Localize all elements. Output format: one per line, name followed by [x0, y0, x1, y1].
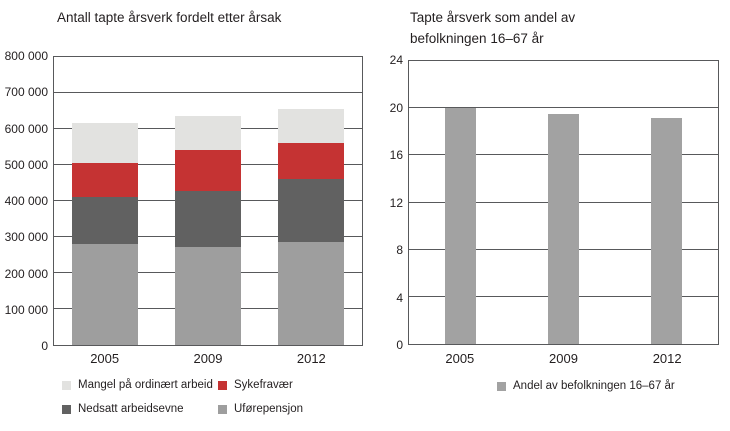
legend-item: Mangel på ordinært arbeid [62, 379, 218, 391]
x-tick-label: 2012 [652, 351, 682, 366]
x-tick-label: 2005 [445, 351, 475, 366]
y-tick-label: 500 000 [4, 157, 48, 172]
x-tick-label: 2009 [193, 351, 223, 366]
right-y-axis: 24 20 16 12 8 4 0 [365, 53, 403, 352]
left-plot-area [53, 56, 363, 346]
right-chart-title-line1: Tapte årsverk som andel av [410, 10, 576, 25]
bar-segment-mangel-på-ordinært-arbeid [72, 122, 139, 164]
y-tick-label: 16 [389, 148, 403, 162]
y-tick-label: 20 [389, 100, 403, 115]
legend-item: Uførepensjon [218, 403, 303, 415]
y-tick-label: 24 [389, 53, 403, 67]
bar-2005 [72, 122, 139, 345]
left-y-axis: 800 000 700 000 600 000 500 000 400 000 300 0… [2, 49, 48, 353]
y-tick-label: 300 000 [4, 230, 48, 245]
legend-item: Andel av befolkningen 16–67 år [497, 380, 675, 392]
bar-2012 [651, 117, 682, 344]
legend-label: Mangel på ordinært arbeid [78, 379, 213, 391]
right-x-axis: 2005 2009 2012 [408, 351, 719, 367]
legend-label: Nedsatt arbeidsevne [78, 403, 184, 415]
legend-label: Sykefravær [234, 379, 293, 391]
y-tick-label: 4 [396, 290, 403, 305]
legend-swatch-icon [497, 381, 506, 391]
bar-2012 [277, 109, 344, 345]
y-tick-label: 400 000 [4, 194, 48, 208]
gridline [409, 107, 718, 109]
bar-segment-andel-av-befolkningen-16-67-år [444, 108, 476, 344]
legend-item: Nedsatt arbeidsevne [62, 403, 218, 415]
right-plot-area [408, 60, 719, 345]
legend-item: Sykefravær [218, 379, 303, 391]
left-chart-title: Antall tapte årsverk fordelt etter årsak [57, 10, 282, 25]
bar-segment-andel-av-befolkningen-16-67-år [548, 114, 579, 344]
x-tick-label: 2012 [296, 351, 326, 366]
y-tick-label: 600 000 [4, 121, 48, 136]
gridline [54, 92, 362, 93]
y-tick-label: 0 [396, 338, 403, 352]
bar-segment-andel-av-befolkningen-16-67-år [651, 117, 682, 344]
legend-swatch-icon [218, 404, 227, 414]
bar-segment-uførepensjon [175, 247, 241, 345]
left-legend: Mangel på ordinært arbeid Sykefravær Nedsa… [62, 379, 303, 415]
bar-segment-sykefravær [277, 143, 344, 180]
y-tick-label: 100 000 [4, 302, 48, 317]
legend-label: Andel av befolkningen 16–67 år [513, 380, 675, 392]
y-tick-label: 200 000 [4, 266, 48, 281]
y-tick-label: 0 [41, 339, 48, 353]
y-tick-label: 700 000 [4, 85, 48, 100]
bar-segment-nedsatt-arbeidsevne [175, 191, 241, 248]
bar-segment-nedsatt-arbeidsevne [72, 197, 139, 245]
right-legend: Andel av befolkningen 16–67 år [497, 380, 675, 392]
bar-2009 [548, 114, 579, 344]
bar-2005 [444, 108, 476, 344]
right-chart-title-line2: befolkningen 16–67 år [410, 31, 544, 46]
legend-swatch-icon [218, 380, 227, 390]
legend-swatch-icon [62, 380, 71, 390]
bar-segment-uførepensjon [72, 244, 139, 345]
x-tick-label: 2005 [90, 351, 120, 366]
right-chart-title: Tapte årsverk som andel av befolkningen … [410, 7, 575, 49]
x-tick-label: 2009 [549, 351, 578, 366]
bar-segment-uførepensjon [277, 242, 344, 345]
left-x-axis: 2005 2009 2012 [53, 351, 363, 367]
y-tick-label: 8 [396, 243, 403, 257]
bar-segment-sykefravær [72, 163, 139, 198]
y-tick-label: 800 000 [4, 49, 48, 63]
legend-swatch-icon [62, 404, 71, 414]
bar-segment-sykefravær [175, 149, 241, 192]
y-tick-label: 12 [389, 195, 403, 210]
bar-2009 [175, 115, 241, 345]
legend-label: Uførepensjon [234, 403, 304, 415]
bar-segment-nedsatt-arbeidsevne [277, 179, 344, 243]
bar-segment-mangel-på-ordinært-arbeid [175, 115, 241, 150]
bar-segment-mangel-på-ordinært-arbeid [277, 109, 344, 144]
